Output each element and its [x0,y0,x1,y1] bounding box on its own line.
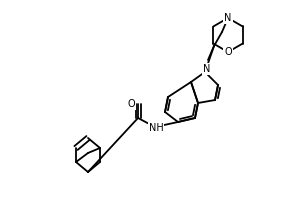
Text: N: N [224,13,232,23]
Text: NH: NH [148,123,164,133]
Text: O: O [224,47,232,57]
Text: O: O [127,99,135,109]
Text: N: N [203,64,211,74]
